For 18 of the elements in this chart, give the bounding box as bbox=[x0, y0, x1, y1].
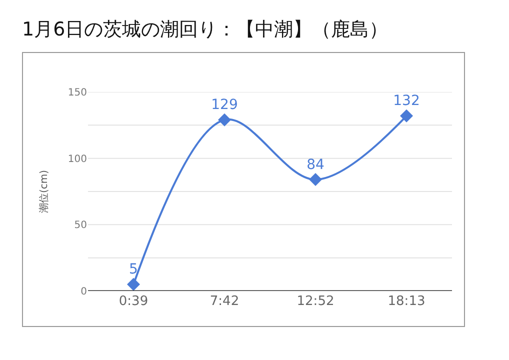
y-tick-label: 50 bbox=[74, 220, 87, 232]
point bbox=[309, 173, 322, 186]
x-tick-label: 12:52 bbox=[296, 294, 334, 309]
point bbox=[400, 109, 413, 122]
data-label: 132 bbox=[393, 93, 420, 110]
y-axis-title: 潮位(cm) bbox=[38, 170, 50, 214]
y-tick-label: 150 bbox=[68, 88, 87, 98]
data-label: 84 bbox=[306, 156, 324, 173]
data-label: 129 bbox=[211, 97, 238, 114]
point bbox=[218, 113, 231, 126]
y-tick-label: 0 bbox=[80, 286, 87, 298]
x-tick-label: 7:42 bbox=[210, 294, 240, 309]
x-tick-label: 0:39 bbox=[118, 294, 148, 309]
data-label: 5 bbox=[129, 262, 138, 278]
y-tick-label: 100 bbox=[68, 154, 87, 165]
x-tick-label: 18:13 bbox=[388, 294, 426, 309]
chart-title: 1月6日の茨城の潮回り：【中潮】（鹿島） bbox=[22, 18, 388, 41]
point bbox=[127, 278, 140, 291]
